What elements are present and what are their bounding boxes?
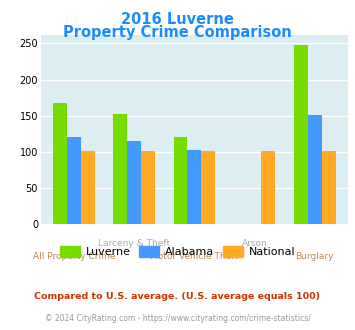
Bar — [294, 45, 308, 224]
Text: Compared to U.S. average. (U.S. average equals 100): Compared to U.S. average. (U.S. average … — [34, 292, 321, 301]
Text: Property Crime Comparison: Property Crime Comparison — [63, 25, 292, 40]
Text: © 2024 CityRating.com - https://www.cityrating.com/crime-statistics/: © 2024 CityRating.com - https://www.city… — [45, 314, 310, 323]
Bar — [67, 137, 81, 224]
Text: Arson: Arson — [242, 239, 267, 248]
Bar — [141, 151, 155, 224]
Bar — [322, 151, 335, 224]
Bar — [201, 151, 215, 224]
Bar — [174, 138, 187, 224]
Text: Larceny & Theft: Larceny & Theft — [98, 239, 170, 248]
Bar — [53, 103, 67, 224]
Legend: Luverne, Alabama, National: Luverne, Alabama, National — [55, 242, 300, 262]
Bar — [81, 151, 95, 224]
Text: All Property Crime: All Property Crime — [33, 252, 115, 261]
Bar — [187, 150, 201, 224]
Text: 2016 Luverne: 2016 Luverne — [121, 12, 234, 26]
Text: Burglary: Burglary — [295, 252, 334, 261]
Bar — [308, 115, 322, 224]
Text: Motor Vehicle Theft: Motor Vehicle Theft — [151, 252, 238, 261]
Bar — [127, 141, 141, 224]
Bar — [113, 114, 127, 224]
Bar — [262, 151, 275, 224]
